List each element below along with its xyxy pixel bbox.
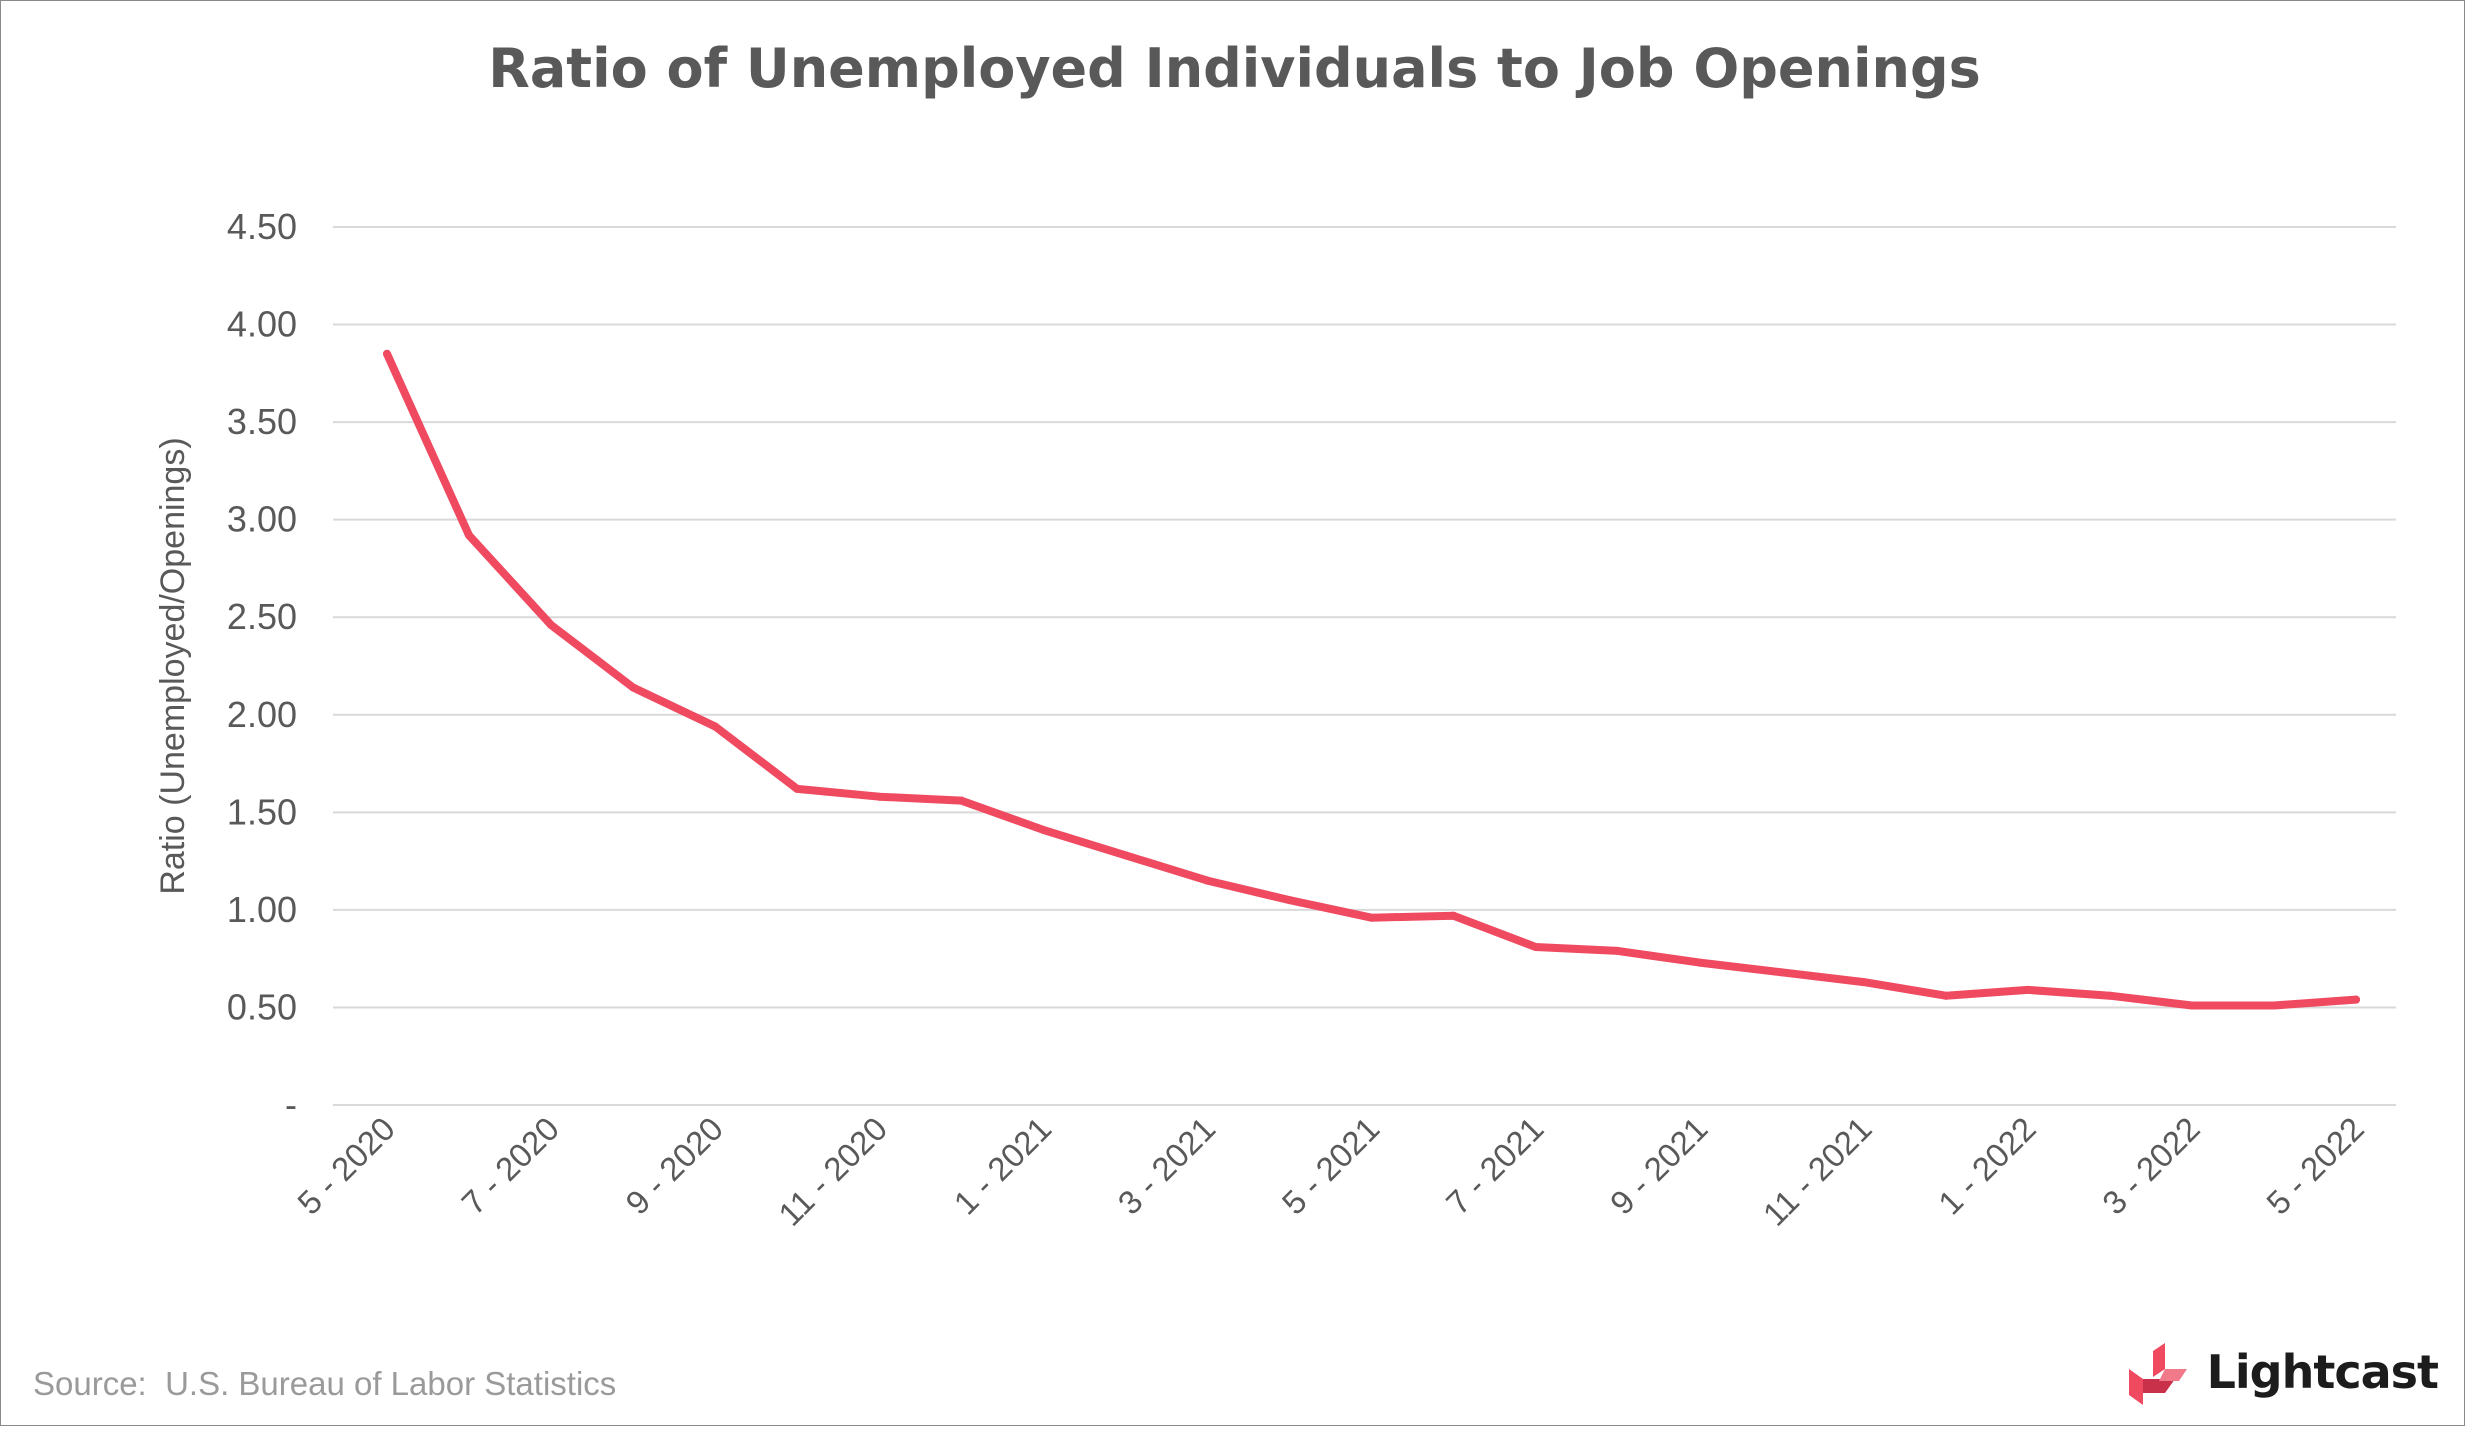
y-tick-label: 2.00 [227,694,297,735]
x-tick-label: 5 - 2020 [290,1110,402,1222]
data-point [1367,913,1376,922]
data-point [2023,985,2032,994]
series-line [383,349,2360,1010]
data-point [2269,1001,2278,1010]
y-axis-label: Ratio (Unemployed/Openings) [154,437,192,894]
chart-title: Ratio of Unemployed Individuals to Job O… [488,37,1981,100]
lightcast-logo-icon [2128,1343,2187,1405]
x-tick-label: 1 - 2021 [946,1110,1058,1222]
series-line-layer [383,349,2360,1010]
x-tick-label: 11 - 2020 [771,1110,894,1233]
x-axis-ticks: 5 - 2020 7 - 2020 9 - 2020 11 - 2020 1 - 202… [290,1110,2371,1233]
source-note: Source: U.S. Bureau of Labor Statistics [33,1365,617,1402]
data-point [1695,958,1704,967]
data-point [1531,942,1540,951]
data-point [793,784,802,793]
y-tick-label: 3.00 [227,499,297,540]
data-point [875,792,884,801]
data-point [383,349,391,358]
data-point [711,722,720,731]
brand-logo: Lightcast [2125,1337,2439,1407]
data-point [1285,896,1294,905]
data-point [2187,1001,2196,1010]
data-point [1449,911,1458,920]
x-tick-label: 5 - 2021 [1275,1110,1387,1222]
brand-name: Lightcast [2206,1345,2439,1399]
y-tick-label: 2.50 [227,596,297,637]
y-tick-label: 3.50 [227,401,297,442]
x-tick-label: 7 - 2021 [1439,1110,1551,1222]
x-tick-label: 7 - 2020 [454,1110,566,1222]
y-tick-label: 1.50 [227,791,297,832]
x-tick-label: 3 - 2022 [2095,1110,2207,1222]
data-point [1941,991,1950,1000]
y-tick-label: - [285,1084,297,1125]
x-tick-label: 3 - 2021 [1111,1110,1223,1222]
y-tick-label: 4.50 [227,206,297,247]
data-point [547,621,556,630]
y-axis-ticks: - 0.50 1.00 1.50 2.00 2.50 3.00 3.50 4.00 4.50 [227,206,297,1125]
data-point [629,683,638,692]
y-tick-label: 0.50 [227,986,297,1027]
data-point [1777,968,1786,977]
data-point [957,796,966,805]
data-point [1613,946,1622,955]
x-tick-label: 9 - 2021 [1603,1110,1715,1222]
data-point [2105,991,2114,1000]
data-point [1203,876,1212,885]
x-tick-label: 11 - 2021 [1756,1110,1879,1233]
x-tick-label: 9 - 2020 [618,1110,730,1222]
data-point [2352,995,2360,1004]
gridlines [333,226,2396,1106]
y-tick-label: 1.00 [227,889,297,930]
data-point [465,531,474,540]
data-point [1121,851,1130,860]
y-tick-label: 4.00 [227,304,297,345]
x-tick-label: 5 - 2022 [2259,1110,2371,1222]
x-tick-label: 1 - 2022 [1931,1110,2043,1222]
data-point [1859,978,1868,987]
data-point [1039,825,1048,834]
